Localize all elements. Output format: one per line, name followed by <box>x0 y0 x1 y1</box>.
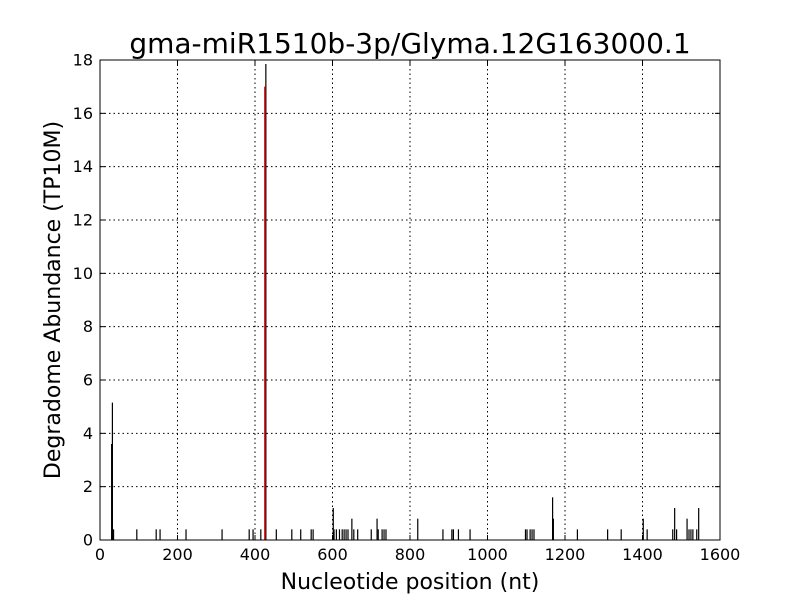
x-tick-label: 1000 <box>467 545 508 564</box>
x-tick-label: 1400 <box>622 545 663 564</box>
y-tick-label: 4 <box>83 424 93 443</box>
x-tick-label: 200 <box>162 545 193 564</box>
x-tick-label: 1200 <box>545 545 586 564</box>
chart-title: gma-miR1510b-3p/Glyma.12G163000.1 <box>129 27 690 60</box>
x-tick-label: 0 <box>95 545 105 564</box>
y-tick-label: 8 <box>83 317 93 336</box>
y-tick-label: 16 <box>73 104 93 123</box>
y-tick-label: 18 <box>73 51 93 70</box>
tick-labels: 0 200 400 600 800 1000 1200 1400 1600 0 2 4 6 8 10 12 14… <box>73 51 741 565</box>
y-tick-label: 12 <box>73 211 93 230</box>
x-tick-label: 800 <box>395 545 426 564</box>
x-axis-label: Nucleotide position (nt) <box>281 570 540 595</box>
x-tick-label: 400 <box>240 545 271 564</box>
x-tick-label: 1600 <box>700 545 741 564</box>
y-tick-label: 6 <box>83 371 93 390</box>
y-tick-label: 0 <box>83 531 93 550</box>
y-tick-label: 14 <box>73 157 93 176</box>
x-tick-label: 600 <box>317 545 348 564</box>
y-tick-label: 2 <box>83 477 93 496</box>
ticks <box>99 59 721 541</box>
gridlines <box>100 60 720 540</box>
y-tick-label: 10 <box>73 264 93 283</box>
y-axis-label: Degradome Abundance (TP10M) <box>41 121 66 479</box>
bars <box>111 64 700 540</box>
